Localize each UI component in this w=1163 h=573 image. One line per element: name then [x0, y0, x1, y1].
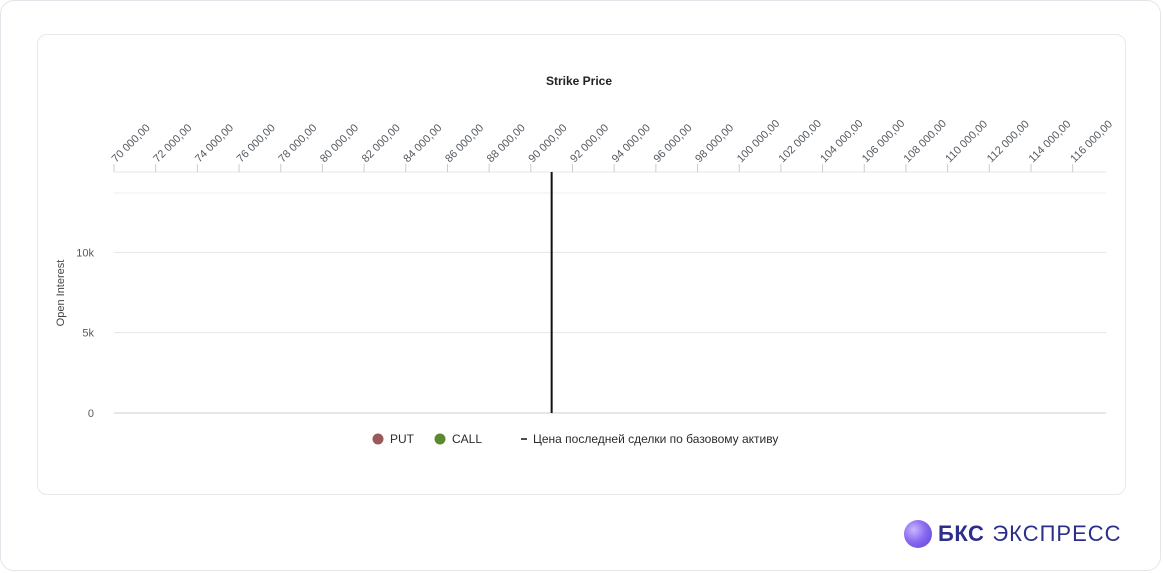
x-tick-label: 90 000,00 — [526, 122, 569, 165]
x-tick-label: 74 000,00 — [193, 122, 236, 165]
x-tick-label: 72 000,00 — [151, 122, 194, 165]
x-tick-label: 114 000,00 — [1027, 118, 1074, 165]
legend-last-price-label: Цена последней сделки по базовому активу — [533, 432, 778, 446]
legend-call-marker — [434, 433, 446, 445]
grid-layer — [114, 171, 1106, 414]
brand-name-bold: БКС — [938, 521, 985, 546]
x-tick-label: 108 000,00 — [902, 118, 949, 165]
brand-name-light: ЭКСПРЕСС — [992, 521, 1122, 546]
legend-item-last-price[interactable]: Цена последней сделки по базовому активу — [521, 432, 778, 446]
chart-title: Strike Price — [546, 74, 612, 88]
y-axis-ticks: 0 5k 10k — [76, 247, 94, 420]
legend-put-label: PUT — [390, 432, 415, 446]
x-tick-label: 110 000,00 — [943, 118, 990, 165]
chart-card: Strike Price 70 000,00 72 000,00 74 000,00… — [37, 34, 1126, 495]
x-tick-label: 78 000,00 — [276, 122, 319, 165]
y-axis-title: Open Interest — [55, 260, 67, 327]
x-tick-label: 76 000,00 — [235, 122, 278, 165]
x-tick-label: 102 000,00 — [777, 118, 824, 165]
legend-item-call[interactable]: CALL — [434, 432, 483, 446]
brand-logo: БКС ЭКСПРЕСС — [904, 518, 1122, 550]
x-tick-label: 106 000,00 — [860, 118, 907, 165]
x-tick-label: 112 000,00 — [985, 118, 1032, 165]
x-tick-label: 84 000,00 — [401, 122, 444, 165]
brand-logo-icon — [904, 520, 932, 548]
legend-call-label: CALL — [452, 432, 482, 446]
x-tick-label: 104 000,00 — [818, 118, 865, 165]
x-tick-label: 70 000,00 — [110, 122, 153, 165]
x-tick-label: 82 000,00 — [360, 122, 403, 165]
x-tick-label: 86 000,00 — [443, 122, 486, 165]
y-tick-label: 0 — [88, 408, 94, 420]
x-tick-label: 116 000,00 — [1068, 118, 1115, 165]
x-tick-label: 80 000,00 — [318, 122, 361, 165]
legend-put-marker — [372, 433, 384, 445]
legend-item-put[interactable]: PUT — [372, 432, 415, 446]
x-tick-label: 96 000,00 — [651, 122, 694, 165]
x-tick-label: 98 000,00 — [693, 122, 736, 165]
x-tick-label: 100 000,00 — [735, 118, 782, 165]
x-tick-label: 92 000,00 — [568, 122, 611, 165]
legend: PUT CALL Цена последней сделки по базово… — [372, 432, 778, 446]
y-tick-label: 5k — [82, 328, 94, 340]
y-tick-label: 10k — [76, 247, 94, 259]
x-tick-label: 88 000,00 — [485, 122, 528, 165]
x-tick-label: 94 000,00 — [610, 122, 653, 165]
